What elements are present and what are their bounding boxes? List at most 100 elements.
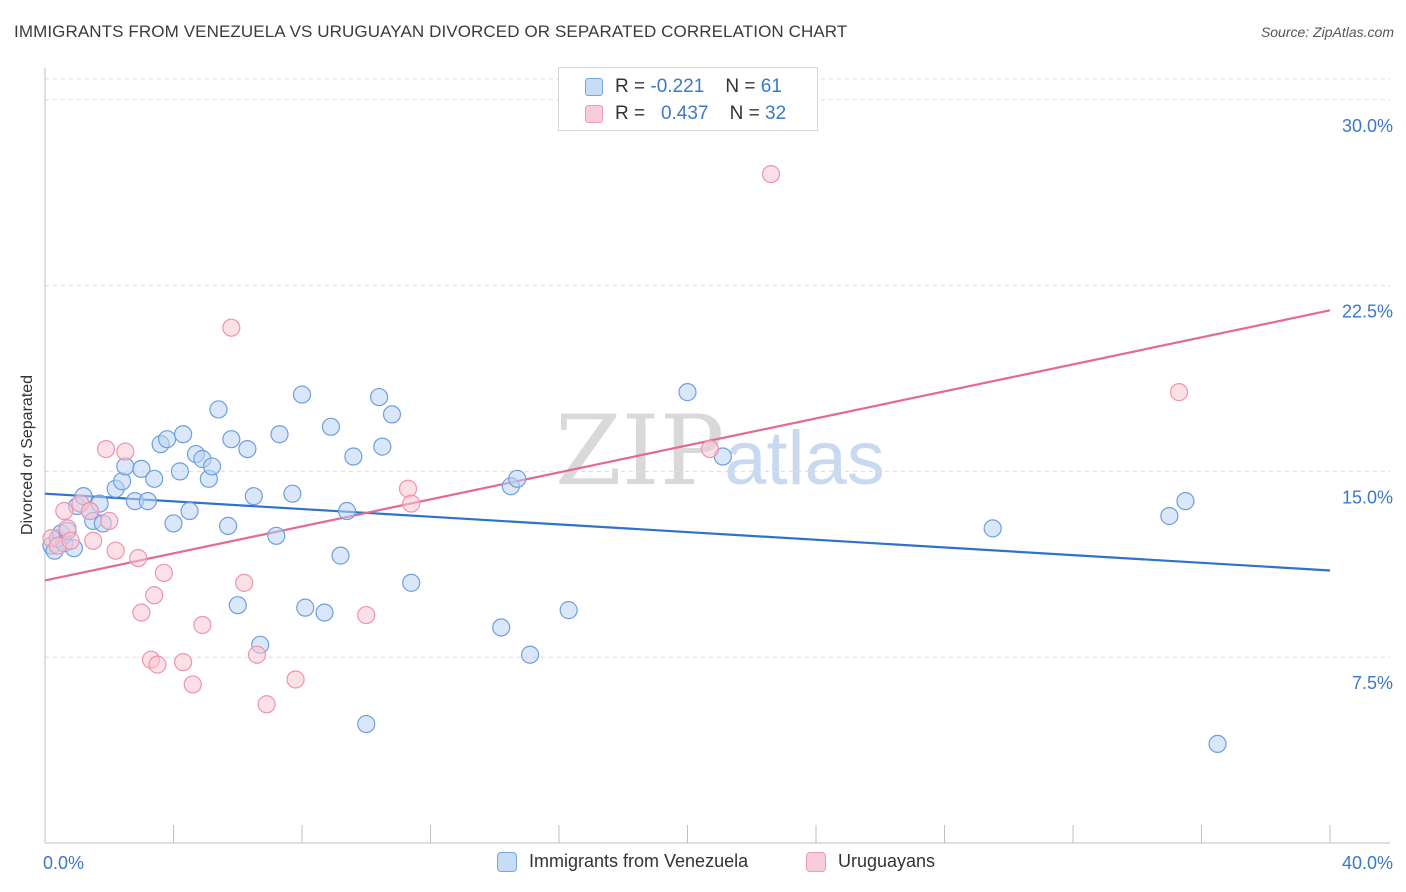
point-uruguayan bbox=[129, 548, 148, 568]
y-tick-label: 22.5% bbox=[1342, 302, 1393, 322]
point-uruguayan bbox=[193, 615, 212, 635]
correlation-legend: R = -0.221 N = 61 R = 0.437 N = 32 bbox=[558, 67, 818, 131]
point-uruguayan bbox=[84, 531, 103, 550]
series-legend: Immigrants from Venezuela Uruguayans bbox=[0, 851, 1406, 877]
point-venezuela bbox=[1208, 734, 1227, 754]
legend-label: Uruguayans bbox=[838, 851, 936, 871]
tick-labels: 7.5% 15.0% 22.5% 30.0% 0.0% 40.0% bbox=[43, 116, 1393, 873]
legend-label: Immigrants from Venezuela bbox=[529, 851, 749, 871]
point-venezuela bbox=[344, 447, 363, 466]
point-venezuela bbox=[337, 501, 357, 521]
trend-lines bbox=[44, 309, 1331, 582]
trend-line-uruguayan bbox=[44, 309, 1331, 582]
point-uruguayan bbox=[286, 670, 305, 689]
point-venezuela bbox=[238, 439, 257, 459]
point-uruguayan bbox=[132, 603, 151, 622]
point-venezuela bbox=[180, 501, 199, 521]
point-venezuela bbox=[157, 430, 177, 449]
point-venezuela bbox=[373, 437, 392, 456]
point-venezuela bbox=[382, 405, 402, 424]
y-tick-label: 30.0% bbox=[1342, 116, 1393, 136]
point-venezuela bbox=[270, 425, 289, 444]
point-venezuela bbox=[292, 385, 312, 404]
legend-n-label: N = bbox=[729, 103, 760, 124]
point-venezuela bbox=[559, 601, 578, 620]
point-venezuela bbox=[174, 425, 193, 444]
point-venezuela bbox=[244, 487, 263, 506]
legend-row-venezuela: R = -0.221 N = 61 bbox=[585, 75, 782, 99]
point-uruguayan bbox=[100, 511, 119, 531]
point-venezuela bbox=[112, 472, 132, 491]
point-venezuela bbox=[520, 645, 540, 664]
point-venezuela bbox=[219, 516, 238, 535]
data-points bbox=[42, 164, 1227, 754]
legend-r-value: 0.437 bbox=[660, 103, 709, 124]
point-uruguayan bbox=[96, 439, 116, 459]
point-venezuela bbox=[228, 596, 247, 615]
x-tick-label: 0.0% bbox=[43, 853, 84, 873]
legend-swatch-blue bbox=[585, 78, 603, 96]
point-venezuela bbox=[209, 400, 228, 419]
legend-n-value: 32 bbox=[765, 103, 787, 124]
point-uruguayan bbox=[145, 586, 164, 605]
legend-r-label: R = bbox=[615, 76, 646, 97]
source-credit: Source: ZipAtlas.com bbox=[1260, 24, 1394, 40]
watermark-atlas: atlas bbox=[724, 416, 885, 501]
point-uruguayan bbox=[116, 442, 135, 461]
point-venezuela bbox=[331, 546, 350, 565]
legend-n-label: N = bbox=[725, 76, 756, 97]
grid-lines bbox=[45, 78, 1390, 658]
legend-r-label: R = bbox=[615, 103, 646, 124]
point-venezuela bbox=[132, 459, 151, 479]
point-uruguayan bbox=[106, 541, 125, 560]
point-uruguayan bbox=[61, 531, 80, 550]
axes bbox=[44, 68, 1390, 844]
point-uruguayan bbox=[235, 573, 254, 592]
point-venezuela bbox=[164, 514, 183, 533]
point-uruguayan bbox=[222, 318, 241, 337]
point-uruguayan bbox=[154, 563, 173, 583]
point-venezuela bbox=[357, 714, 376, 734]
point-venezuela bbox=[267, 526, 286, 545]
point-uruguayan bbox=[148, 655, 167, 674]
legend-item-uruguayans[interactable]: Uruguayans bbox=[806, 851, 935, 872]
point-uruguayan bbox=[183, 675, 202, 694]
point-uruguayan bbox=[174, 653, 193, 672]
point-venezuela bbox=[402, 573, 421, 592]
point-venezuela bbox=[678, 383, 697, 402]
point-venezuela bbox=[1176, 492, 1195, 511]
point-venezuela bbox=[145, 469, 164, 488]
legend-item-venezuela[interactable]: Immigrants from Venezuela bbox=[497, 851, 748, 872]
point-venezuela bbox=[222, 430, 241, 449]
point-venezuela bbox=[315, 603, 334, 622]
chart-title: IMMIGRANTS FROM VENEZUELA VS URUGUAYAN D… bbox=[14, 22, 848, 41]
point-venezuela bbox=[508, 469, 527, 488]
legend-swatch-pink bbox=[806, 851, 826, 872]
point-uruguayan bbox=[761, 164, 781, 184]
watermark: ZIPatlas bbox=[555, 395, 885, 507]
legend-n-value: 61 bbox=[760, 76, 782, 97]
watermark-zip: ZIP bbox=[555, 395, 725, 507]
legend-row-uruguayans: R = 0.437 N = 32 bbox=[585, 102, 786, 126]
point-uruguayan bbox=[247, 645, 267, 664]
point-venezuela bbox=[321, 417, 341, 436]
y-tick-label: 7.5% bbox=[1352, 673, 1393, 693]
point-venezuela bbox=[283, 484, 302, 503]
point-uruguayan bbox=[257, 695, 276, 714]
point-uruguayan bbox=[402, 494, 421, 513]
point-venezuela bbox=[170, 462, 190, 481]
y-tick-label: 15.0% bbox=[1342, 487, 1393, 507]
point-venezuela bbox=[1160, 506, 1179, 526]
point-uruguayan bbox=[55, 501, 74, 521]
point-uruguayan bbox=[357, 605, 376, 625]
point-venezuela bbox=[138, 492, 157, 511]
legend-swatch-blue bbox=[497, 851, 517, 872]
point-venezuela bbox=[492, 618, 511, 637]
point-venezuela bbox=[296, 598, 315, 617]
point-uruguayan bbox=[1169, 383, 1189, 402]
point-venezuela bbox=[983, 519, 1002, 538]
x-tick-label: 40.0% bbox=[1342, 853, 1393, 873]
point-uruguayan bbox=[700, 439, 720, 459]
point-venezuela bbox=[202, 457, 222, 476]
